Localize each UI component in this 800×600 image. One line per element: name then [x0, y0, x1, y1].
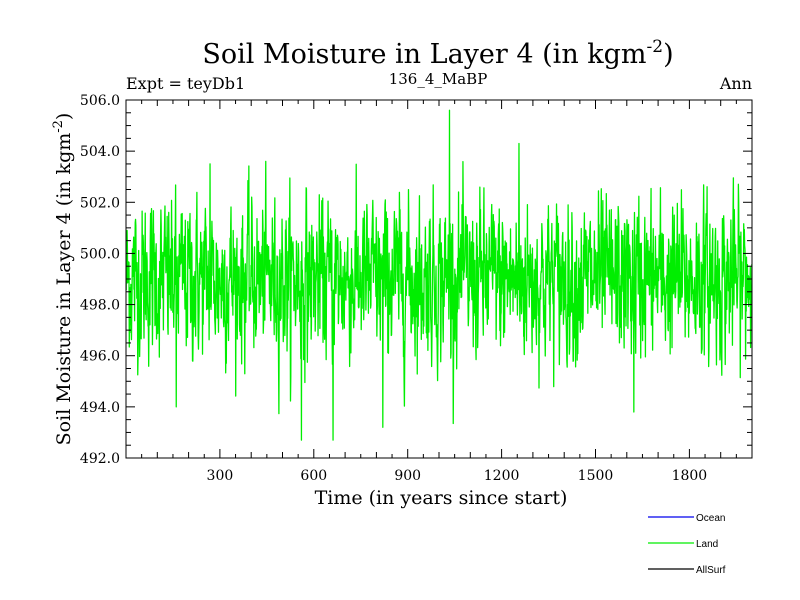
legend-label-ocean: Ocean: [696, 513, 725, 524]
legend-label-land: Land: [696, 539, 718, 550]
x-tick-label: 900: [394, 468, 421, 484]
run-label: 136_4_MaBP: [389, 70, 488, 88]
x-tick-label: 1500: [578, 468, 614, 484]
x-tick-label: 1200: [484, 468, 520, 484]
y-tick-label: 500.0: [80, 246, 120, 262]
data-layer: [126, 109, 752, 441]
x-tick-label: 600: [300, 468, 327, 484]
y-tick-label: 502.0: [80, 195, 120, 211]
y-tick-label: 492.0: [80, 451, 120, 467]
y-tick-label: 504.0: [80, 144, 120, 160]
experiment-label: Expt = teyDb1: [126, 74, 245, 93]
x-axis-label: Time (in years since start): [315, 487, 568, 509]
legend: Ocean Land AllSurf: [648, 513, 726, 576]
y-tick-label: 506.0: [80, 93, 120, 109]
ticks-layer: [126, 99, 752, 459]
y-tick-label: 498.0: [80, 298, 120, 314]
x-tick-label: 1800: [672, 468, 708, 484]
y-tick-label: 494.0: [80, 400, 120, 416]
y-tick-label: 496.0: [80, 349, 120, 365]
series-line-land: [126, 109, 752, 441]
x-tick-labels: 300 600 900 1200 1500 1800: [207, 468, 708, 484]
x-tick-label: 300: [207, 468, 234, 484]
plot-area: 492.0 494.0 496.0 498.0 500.0 502.0 504.0 506.0…: [80, 93, 753, 484]
y-tick-labels: 492.0 494.0 496.0 498.0 500.0 502.0 504.0 506.0: [80, 93, 120, 467]
season-label: Ann: [719, 74, 752, 93]
chart-title: Soil Moisture in Layer 4 (in kgm-2): [202, 37, 673, 70]
legend-label-allsurf: AllSurf: [696, 565, 726, 576]
y-axis-label: Soil Moisture in Layer 4 (in kgm-2): [51, 113, 75, 446]
